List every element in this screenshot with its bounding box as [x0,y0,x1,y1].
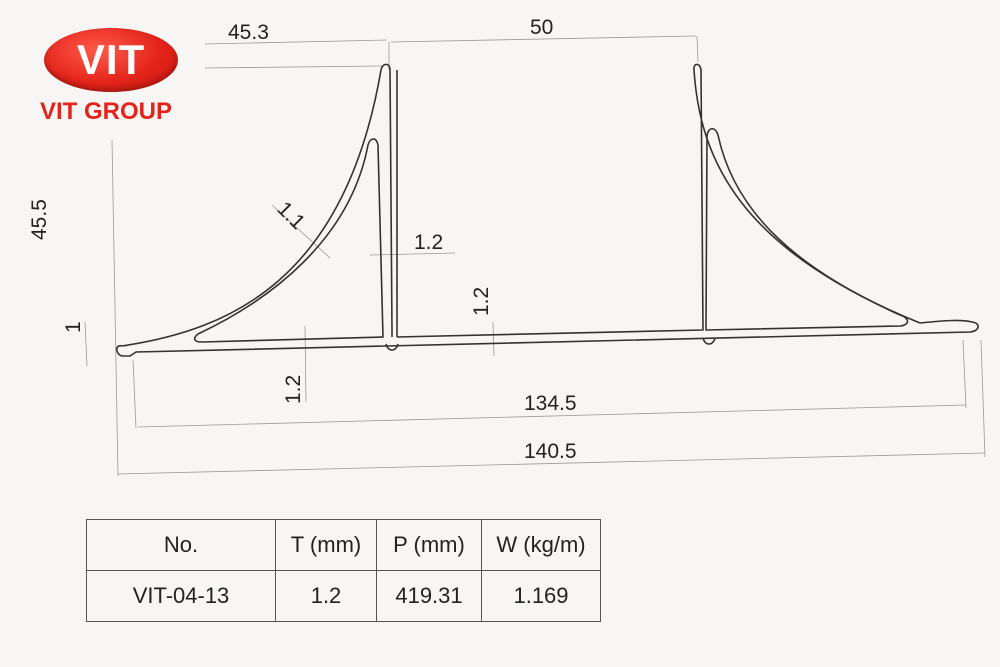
dim-label-45-5: 45.5 [28,199,51,240]
dim-label-1-2-bottom: 1.2 [282,375,305,404]
dim-label-140-5: 140.5 [524,440,577,463]
header-weight: W (kg/m) [481,519,601,571]
dim-label-50: 50 [530,16,553,39]
dim-line-140-5 [117,452,986,475]
ext-line-top [204,65,384,69]
ext-line-50-right [696,35,699,63]
cell-no: VIT-04-13 [86,570,276,622]
spec-table-header-row: No. T (mm) P (mm) W (kg/m) [86,519,601,571]
right-fin-inner [705,127,909,331]
ext-line-134-5-right [962,339,967,409]
left-web-groove [385,343,399,351]
base-plate [115,319,979,357]
profile-outline [115,63,979,357]
dim-label-1-1: 1.1 [272,197,309,234]
spec-table: No. T (mm) P (mm) W (kg/m) VIT-04-13 1.2… [86,519,601,622]
logo-badge: VIT [44,28,178,92]
ext-line-134-5-left [132,359,137,429]
dim-line-1-2-base [492,321,495,357]
header-thickness: T (mm) [275,519,377,571]
dim-line-1-2-bottom [304,325,307,403]
company-logo: VIT VIT GROUP [40,28,200,138]
dim-line-1 [84,321,88,367]
left-fin-outer [121,63,393,347]
header-perimeter: P (mm) [376,519,482,571]
dim-line-50 [390,35,697,43]
dimension-lines [84,35,986,477]
ext-line-140-5-right [980,339,986,458]
dim-line-45-3 [204,39,388,45]
ext-line-left [111,139,119,477]
dim-label-1-2-web: 1.2 [414,231,443,254]
dim-label-134-5: 134.5 [524,392,577,415]
dim-label-45-3: 45.3 [228,21,269,44]
logo-company-name: VIT GROUP [40,98,173,125]
cell-thickness: 1.2 [275,570,377,622]
dim-line-1-1 [271,204,331,259]
cell-weight: 1.169 [481,570,601,622]
right-web-groove [702,337,716,345]
cell-perimeter: 419.31 [376,570,482,622]
dim-line-134-5 [137,404,967,428]
dim-label-1-2-base: 1.2 [470,287,493,316]
dim-label-1: 1 [62,321,85,333]
header-no: No. [86,519,276,571]
left-fin-inner [193,138,384,343]
table-row: VIT-04-13 1.2 419.31 1.169 [86,570,601,622]
dim-line-1-2-web [369,252,456,256]
